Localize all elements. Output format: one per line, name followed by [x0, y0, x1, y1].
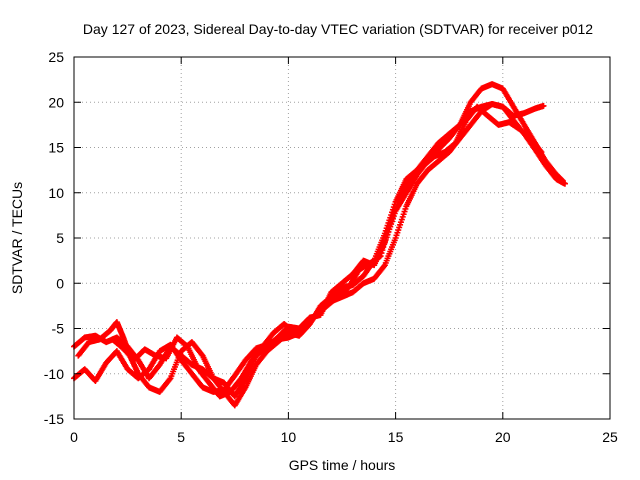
data-point — [537, 147, 544, 154]
x-tick-label: 20 — [495, 429, 511, 445]
y-tick-label: 25 — [48, 49, 64, 65]
data-point — [384, 228, 391, 235]
x-tick-label: 15 — [388, 429, 404, 445]
series-track-4 — [109, 103, 545, 400]
y-tick-label: 5 — [56, 230, 64, 246]
y-tick-label: 20 — [48, 94, 64, 110]
y-tick-label: 10 — [48, 185, 64, 201]
data-point — [382, 235, 389, 241]
data-point — [166, 376, 173, 383]
data-point — [377, 253, 384, 260]
data-point — [383, 231, 390, 238]
data-point — [380, 263, 387, 270]
chart-title: Day 127 of 2023, Sidereal Day-to-day VTE… — [83, 21, 593, 37]
y-tick-label: -15 — [44, 411, 64, 427]
x-tick-label: 5 — [177, 429, 185, 445]
data-point — [381, 241, 388, 248]
data-point — [198, 351, 205, 358]
data-point — [387, 219, 394, 226]
data-point — [379, 247, 386, 254]
data-point — [559, 177, 566, 184]
data-point — [540, 102, 547, 109]
data-point — [386, 222, 393, 229]
y-tick-label: -10 — [44, 366, 64, 382]
axis-ticks: 0 5 10 15 20 25 -15 -10 -5 0 5 10 15 20 25 — [44, 49, 618, 445]
data-point — [385, 225, 392, 232]
y-tick-label: 15 — [48, 140, 64, 156]
x-tick-label: 10 — [281, 429, 297, 445]
data-point — [378, 250, 385, 257]
data-series — [71, 81, 568, 409]
x-tick-label: 0 — [70, 429, 78, 445]
y-tick-label: 0 — [56, 275, 64, 291]
x-axis-label: GPS time / hours — [289, 457, 396, 473]
data-point — [538, 149, 545, 156]
y-axis-label: SDTVAR / TECUs — [9, 182, 25, 294]
x-tick-label: 25 — [602, 429, 618, 445]
data-point — [382, 238, 389, 245]
y-tick-label: -5 — [52, 321, 65, 337]
data-point — [380, 244, 387, 251]
